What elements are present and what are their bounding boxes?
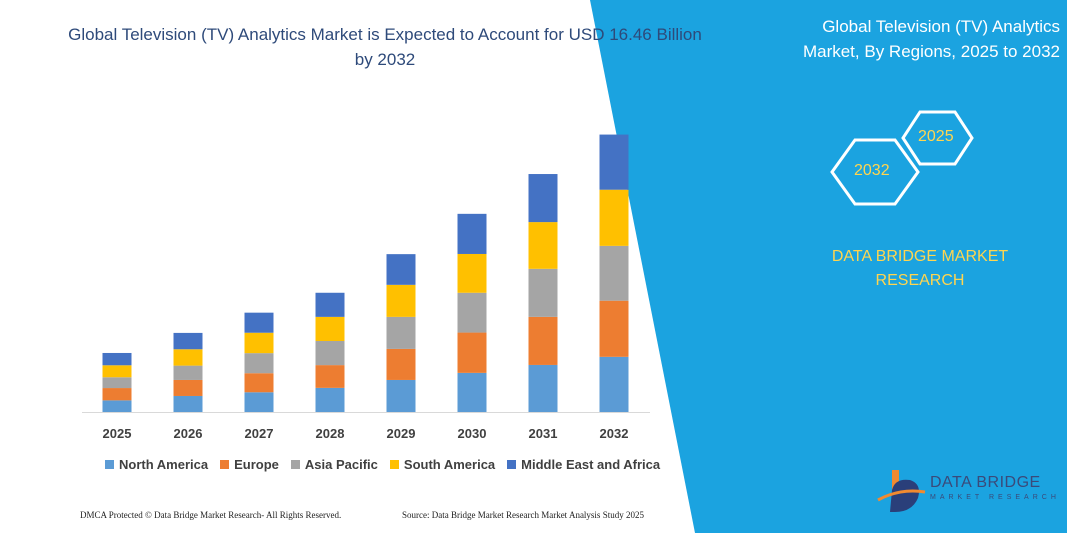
bar-2027-europe	[244, 373, 274, 393]
brand-text: DATA BRIDGE MARKET RESEARCH	[831, 248, 1009, 289]
legend-swatch	[220, 460, 230, 469]
footer-source: Source: Data Bridge Market Research Mark…	[402, 510, 644, 520]
bar-2032-asia-pacific	[599, 245, 629, 301]
bar-2028-north-america	[315, 387, 345, 412]
x-tick-label: 2032	[599, 426, 629, 441]
bar-2026-north-america	[173, 395, 203, 412]
bar-2028-europe	[315, 365, 345, 388]
legend-item: North America	[105, 457, 208, 472]
bar-2027-middle-east-and-africa	[244, 312, 274, 333]
bar-2028-asia-pacific	[315, 340, 345, 366]
bar-2026-europe	[173, 379, 203, 396]
bar-2026-middle-east-and-africa	[173, 332, 203, 350]
x-tick-label: 2029	[386, 426, 416, 441]
legend-label: Middle East and Africa	[521, 457, 661, 472]
bar-2029-middle-east-and-africa	[386, 254, 416, 285]
bar-2025-north-america	[102, 400, 132, 412]
bar-2029-north-america	[386, 379, 416, 412]
legend-item: South America	[389, 457, 496, 472]
bar-2030-south-america	[457, 253, 487, 293]
bar-2029-asia-pacific	[386, 316, 416, 349]
x-tick-label: 2027	[244, 426, 274, 441]
bar-2032-middle-east-and-africa	[599, 134, 629, 190]
hex-label-2025: 2025	[918, 128, 954, 145]
bar-2031-asia-pacific	[528, 268, 558, 317]
logo-subtitle: MARKET RESEARCH	[930, 494, 1060, 501]
bar-2027-asia-pacific	[244, 353, 274, 374]
bar-2030-middle-east-and-africa	[457, 213, 487, 254]
bar-2025-europe	[102, 388, 132, 401]
legend-label: South America	[403, 457, 496, 472]
plot-area	[102, 134, 629, 412]
x-tick-label: 2026	[173, 426, 203, 441]
bar-2026-south-america	[173, 349, 203, 366]
bar-2029-south-america	[386, 284, 416, 317]
bar-2032-north-america	[599, 356, 629, 412]
bar-2025-asia-pacific	[102, 377, 132, 389]
x-tick-label: 2030	[457, 426, 487, 441]
hex-label-2032: 2032	[854, 162, 890, 179]
bar-2026-asia-pacific	[173, 365, 203, 380]
legend-label: Europe	[234, 457, 279, 472]
bar-2030-asia-pacific	[457, 292, 487, 333]
footer-copyright: DMCA Protected © Data Bridge Market Rese…	[80, 510, 342, 520]
chart-title: Global Television (TV) Analytics Market …	[68, 25, 702, 69]
bar-2029-europe	[386, 348, 416, 380]
bar-2031-north-america	[528, 364, 558, 412]
bar-2027-south-america	[244, 332, 274, 354]
legend-swatch	[290, 460, 300, 469]
legend-swatch	[105, 460, 114, 469]
legend-swatch	[389, 460, 399, 469]
bar-2032-europe	[599, 300, 629, 357]
hexagon-2025	[901, 110, 974, 166]
bar-2031-middle-east-and-africa	[528, 174, 558, 223]
hexagon-2032	[830, 138, 920, 206]
panel-title: Global Television (TV) Analytics Market,…	[802, 17, 1060, 61]
bar-2030-north-america	[457, 372, 487, 412]
legend-item: Europe	[220, 457, 279, 472]
legend-item: Asia Pacific	[290, 457, 378, 472]
legend-label: Asia Pacific	[304, 457, 378, 472]
bar-2032-south-america	[599, 189, 629, 246]
x-tick-label: 2025	[102, 426, 132, 441]
bar-2028-south-america	[315, 316, 345, 341]
bar-2031-south-america	[528, 222, 558, 269]
x-tick-label: 2028	[315, 426, 345, 441]
x-tick-label: 2031	[528, 426, 558, 441]
legend: North America Europe Asia Pacific South Ame…	[105, 457, 660, 472]
legend-swatch	[507, 460, 517, 469]
bar-2031-europe	[528, 316, 558, 365]
bar-2027-north-america	[244, 392, 274, 412]
bar-2025-south-america	[102, 365, 132, 378]
legend-label: North America	[119, 457, 209, 472]
legend-item: Middle East and Africa	[507, 457, 660, 472]
logo-name: DATA BRIDGE	[930, 474, 1041, 491]
bar-2028-middle-east-and-africa	[315, 292, 345, 317]
logo-icon	[877, 470, 926, 512]
right-panel	[590, 0, 1067, 533]
bar-2030-europe	[457, 332, 487, 373]
bar-2025-middle-east-and-africa	[102, 352, 132, 366]
